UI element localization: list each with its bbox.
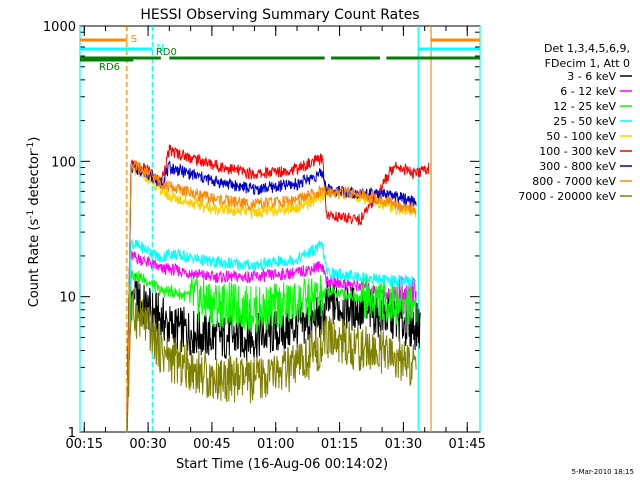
- series-line: [126, 289, 417, 429]
- flag-label: RD0: [156, 47, 177, 58]
- footer-date: 5-Mar-2010 18:15: [572, 468, 634, 476]
- x-tick-label: 01:00: [257, 437, 294, 452]
- legend-entry-label: 12 - 25 keV: [553, 100, 616, 113]
- flag-label: RD6: [99, 62, 120, 73]
- y-axis-label-sup: -1: [26, 210, 36, 219]
- flag-label: S: [131, 34, 137, 45]
- x-tick-label: 01:15: [321, 437, 358, 452]
- y-axis-label-tail: detector: [27, 150, 42, 210]
- plot-area: 1 10 100 1000 00:15 00:30 00:45 01:00 01:15 01:30…: [43, 20, 486, 452]
- legend-header-line: FDecim 1, Att 0: [545, 57, 630, 70]
- legend-entry-label: 6 - 12 keV: [560, 85, 616, 98]
- series-line: [126, 270, 417, 433]
- legend-entry-label: 3 - 6 keV: [567, 70, 616, 83]
- legend: Det 1,3,4,5,6,9, FDecim 1, Att 03 - 6 keV…: [518, 42, 632, 203]
- y-tick-label: 1000: [43, 20, 76, 35]
- legend-entry-label: 50 - 100 keV: [546, 130, 616, 143]
- legend-entry-label: 800 - 7000 keV: [532, 175, 616, 188]
- legend-entry-label: 300 - 800 keV: [539, 160, 616, 173]
- series-line: [126, 160, 417, 433]
- x-tick-label: 00:30: [129, 437, 166, 452]
- chart-title: HESSI Observing Summary Count Rates: [140, 7, 419, 23]
- series-line: [126, 238, 417, 433]
- series-line: [126, 273, 421, 433]
- legend-entry-label: 7000 - 20000 keV: [518, 190, 616, 203]
- x-tick-label: 00:45: [193, 437, 230, 452]
- x-axis-label: Start Time (16-Aug-06 00:14:02): [176, 457, 388, 472]
- y-axis-label-end: ): [27, 137, 42, 142]
- x-tick-label: 01:45: [448, 437, 485, 452]
- x-tick-label: 01:30: [385, 437, 422, 452]
- y-tick-label: 100: [51, 155, 76, 170]
- legend-header-line: Det 1,3,4,5,6,9,: [544, 42, 630, 55]
- legend-entry-label: 25 - 50 keV: [553, 115, 616, 128]
- series-line: [126, 161, 417, 433]
- y-tick-label: 10: [59, 291, 76, 306]
- y-axis-label: Count Rate (s-1 detector-1): [26, 137, 42, 308]
- x-tick-label: 00:15: [66, 437, 103, 452]
- y-tick-label: 1: [68, 426, 76, 441]
- legend-entry-label: 100 - 300 keV: [539, 145, 616, 158]
- y-axis-label-sup2: -1: [26, 142, 36, 151]
- flag-label: N: [156, 43, 163, 54]
